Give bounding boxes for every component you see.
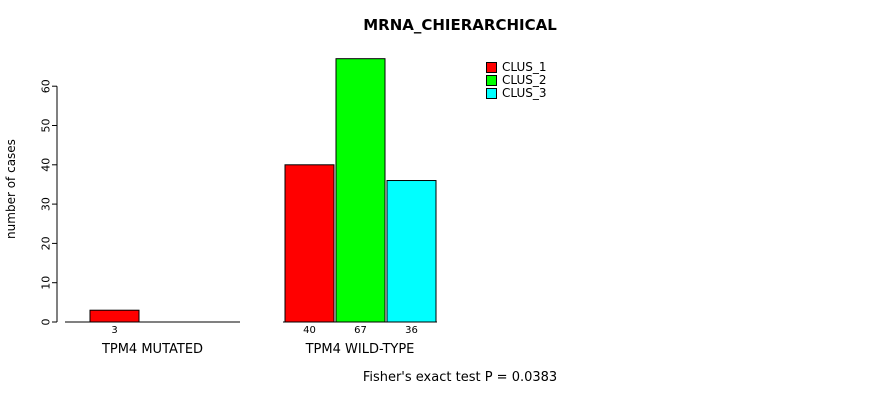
group-category-label: TPM4 MUTATED bbox=[101, 342, 203, 357]
y-tick-label: 30 bbox=[40, 197, 53, 211]
y-tick-label: 40 bbox=[40, 158, 53, 172]
legend-item: CLUS_1 bbox=[486, 61, 547, 74]
chart-title: MRNA_CHIERARCHICAL bbox=[363, 16, 557, 34]
bar-value-label: 36 bbox=[405, 325, 418, 336]
y-tick-label: 60 bbox=[40, 79, 53, 93]
bar-value-label: 67 bbox=[354, 325, 367, 336]
statistical-test-annotation: Fisher's exact test P = 0.0383 bbox=[362, 370, 558, 385]
bar-clus_3 bbox=[386, 180, 437, 323]
y-tick-label: 0 bbox=[40, 319, 53, 326]
y-tick-label: 20 bbox=[40, 236, 53, 250]
legend-item: CLUS_3 bbox=[486, 87, 547, 100]
y-tick-label: 10 bbox=[40, 276, 53, 290]
legend-item-label: CLUS_3 bbox=[502, 86, 547, 100]
bar-clus_1 bbox=[284, 164, 335, 323]
bar-value-label: 3 bbox=[111, 325, 117, 336]
legend: CLUS_1 CLUS_2 CLUS_3 bbox=[486, 61, 547, 100]
bar-clus_1 bbox=[89, 309, 140, 323]
group-category-label: TPM4 WILD-TYPE bbox=[305, 342, 415, 357]
legend-swatch-icon bbox=[486, 62, 497, 73]
legend-item: CLUS_2 bbox=[486, 74, 547, 87]
y-tick-label: 50 bbox=[40, 119, 53, 133]
legend-item-label: CLUS_1 bbox=[502, 60, 547, 74]
bar-value-label: 40 bbox=[303, 325, 316, 336]
legend-swatch-icon bbox=[486, 88, 497, 99]
legend-item-label: CLUS_2 bbox=[502, 73, 547, 87]
legend-swatch-icon bbox=[486, 75, 497, 86]
bar-clus_2 bbox=[335, 58, 386, 323]
